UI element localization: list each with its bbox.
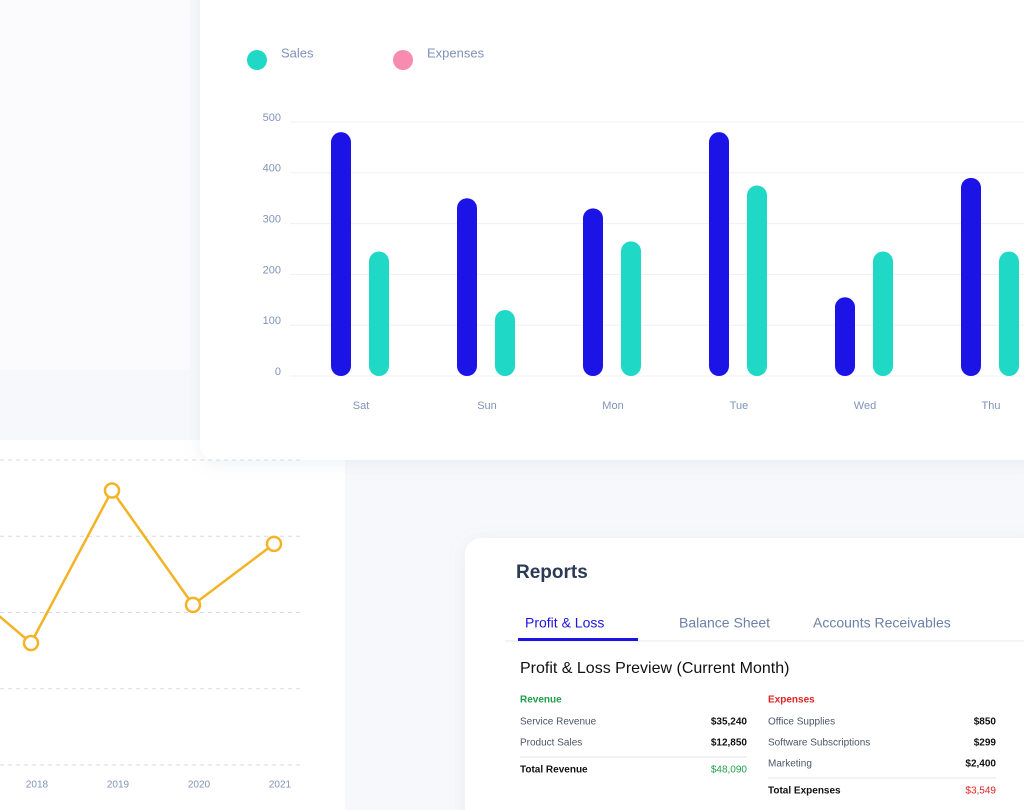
bar (369, 251, 389, 376)
row-amount: $850 (974, 717, 997, 728)
row-label: Office Supplies (768, 717, 835, 728)
row-amount: $2,400 (965, 759, 996, 770)
reports-card (465, 538, 1024, 810)
x-tick-label: Wed (854, 400, 876, 412)
total-amount: $48,090 (711, 765, 748, 776)
bar (709, 132, 729, 376)
x-tick-label: Thu (982, 400, 1001, 412)
point (22, 634, 40, 652)
y-tick-label: 100 (263, 315, 281, 327)
x-tick-label: Sat (353, 400, 370, 412)
bar (999, 251, 1019, 376)
point (265, 535, 283, 553)
tab[interactable]: Balance Sheet (679, 615, 770, 631)
row-amount: $35,240 (711, 717, 748, 728)
bar (621, 241, 641, 376)
row-label: Product Sales (520, 738, 582, 749)
total-amount: $3,549 (965, 786, 996, 797)
x-tick-label: 2021 (269, 780, 292, 791)
expenses-heading: Expenses (768, 695, 815, 706)
tab[interactable]: Accounts Receivables (813, 615, 951, 631)
bar (961, 177, 981, 376)
row-amount: $12,850 (711, 738, 748, 749)
legend-label: Expenses (427, 45, 485, 60)
row-label: Software Subscriptions (768, 738, 870, 749)
total-label: Total Expenses (768, 786, 841, 797)
bar (747, 185, 767, 376)
bar-card (200, 0, 1024, 460)
reports-title: Reports (516, 562, 588, 583)
total-label: Total Revenue (520, 765, 588, 776)
line-card (0, 440, 345, 810)
point (184, 596, 202, 614)
legend-label: Sales (281, 45, 314, 60)
point (103, 482, 121, 499)
bar (495, 309, 515, 376)
row-amount: $299 (974, 738, 997, 749)
background-card (0, 0, 190, 370)
preview-title: Profit & Loss Preview (Current Month) (520, 660, 789, 677)
x-tick-label: 2018 (26, 780, 49, 791)
bar (835, 297, 855, 376)
x-tick-label: 2020 (188, 780, 211, 791)
row-label: Marketing (768, 759, 812, 770)
revenue-heading: Revenue (520, 695, 562, 706)
x-tick-label: Mon (602, 400, 623, 412)
tab[interactable]: Profit & Loss (525, 615, 604, 631)
y-tick-label: 400 (263, 163, 281, 175)
y-tick-label: 300 (263, 214, 281, 226)
reports: Reports Profit & Loss Balance Sheet Acco… (505, 562, 1024, 706)
bar (457, 198, 477, 376)
y-tick-label: 0 (275, 366, 281, 378)
bar (873, 251, 893, 376)
y-tick-label: 200 (263, 264, 281, 276)
legend-marker (247, 50, 267, 70)
bar (583, 208, 603, 376)
x-tick-label: Sun (477, 400, 497, 412)
bar (331, 132, 351, 376)
legend-marker (393, 50, 413, 70)
tab-underline (518, 638, 638, 641)
x-tick-label: 2019 (107, 780, 130, 791)
row-label: Service Revenue (520, 717, 597, 728)
x-tick-label: Tue (730, 400, 749, 412)
y-tick-label: 500 (263, 112, 281, 124)
